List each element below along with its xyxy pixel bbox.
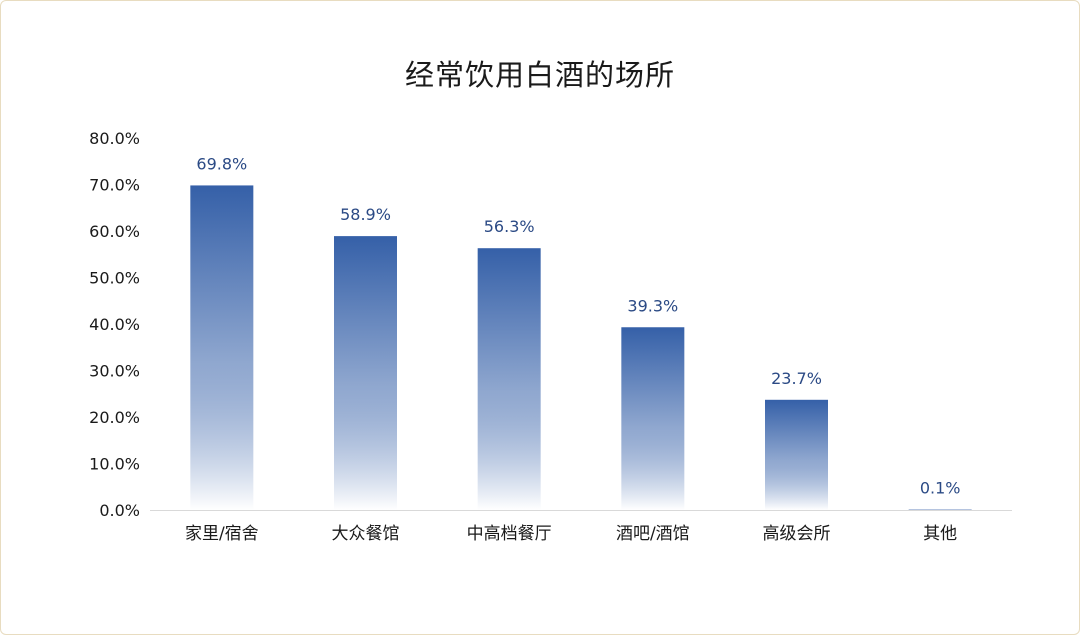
y-tick-label: 0.0% [99,501,140,520]
category-label: 中高档餐厅 [467,524,552,544]
y-tick-label: 80.0% [89,129,140,148]
y-tick-label: 50.0% [89,269,140,288]
category-label: 酒吧/酒馆 [616,524,690,544]
chart-title: 经常饮用白酒的场所 [404,58,675,92]
category-label: 其他 [923,524,957,544]
y-tick-label: 60.0% [89,222,140,241]
bar [621,327,685,510]
bars-group [190,185,972,511]
bar [765,399,828,510]
y-tick-label: 40.0% [89,315,140,334]
category-labels-group: 家里/宿舍 大众餐馆 中高档餐厅 酒吧/酒馆 高级会所 其他 [185,524,957,544]
y-tick-label: 70.0% [89,176,140,195]
data-label: 0.1% [920,479,961,498]
data-label: 56.3% [484,217,535,236]
category-label: 高级会所 [763,524,831,544]
data-label: 69.8% [196,154,247,173]
bar [477,248,541,510]
bar [190,185,254,510]
y-tick-label: 30.0% [89,362,140,381]
data-label: 23.7% [771,369,822,388]
data-labels-group: 69.8% 58.9% 56.3% 39.3% 23.7% 0.1% [196,154,960,497]
data-label: 39.3% [627,296,678,315]
data-label: 58.9% [340,205,391,224]
y-axis-tick-labels: 0.0% 10.0% 20.0% 30.0% 40.0% 50.0% 60.0% 70.0% 8… [89,129,140,520]
category-label: 家里/宿舍 [185,524,259,544]
bar [908,509,972,510]
category-label: 大众餐馆 [332,524,400,544]
bar [334,236,397,511]
y-tick-label: 20.0% [89,408,140,427]
y-tick-label: 10.0% [89,455,140,474]
